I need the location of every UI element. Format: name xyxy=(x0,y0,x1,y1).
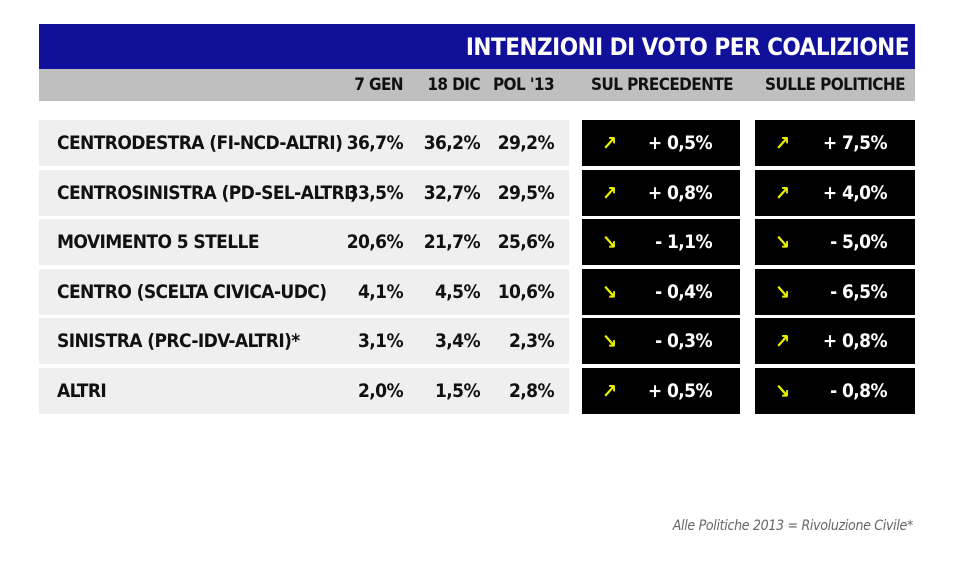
change-value: + 0,8% xyxy=(647,182,713,204)
change-value: - 6,5% xyxy=(830,281,887,303)
column-header-prev: SUL PRECEDENTE xyxy=(590,75,734,95)
change-value: + 7,5% xyxy=(822,132,888,154)
value-jan: 20,6% xyxy=(346,231,404,253)
column-header-jan: 7 GEN xyxy=(354,75,403,95)
value-jan: 36,7% xyxy=(346,132,404,154)
change-value: + 0,8% xyxy=(822,330,888,352)
table-row: MOVIMENTO 5 STELLE 20,6% 21,7% 25,6% xyxy=(39,219,569,265)
value-pol: 29,2% xyxy=(497,132,555,154)
table-row: ALTRI 2,0% 1,5% 2,8% xyxy=(39,368,569,414)
arrow-up-icon: ↗ xyxy=(775,131,791,155)
change-prev-cell: ↘ - 0,3% xyxy=(582,318,740,364)
footnote: Alle Politiche 2013 = Rivoluzione Civile… xyxy=(672,518,914,534)
change-value: - 1,1% xyxy=(655,231,712,253)
value-pol: 2,3% xyxy=(508,330,555,352)
change-value: - 0,8% xyxy=(830,380,887,402)
change-prev-cell: ↗ + 0,8% xyxy=(582,170,740,216)
value-pol: 10,6% xyxy=(497,281,555,303)
change-pol-cell: ↘ - 5,0% xyxy=(755,219,915,265)
arrow-down-icon: ↘ xyxy=(775,280,791,304)
arrow-up-icon: ↗ xyxy=(775,181,791,205)
value-pol: 2,8% xyxy=(508,380,555,402)
value-dec: 1,5% xyxy=(434,380,481,402)
change-value: + 0,5% xyxy=(647,380,713,402)
value-jan: 33,5% xyxy=(346,182,404,204)
change-value: - 0,4% xyxy=(655,281,712,303)
change-value: + 0,5% xyxy=(647,132,713,154)
value-pol: 25,6% xyxy=(497,231,555,253)
party-name: ALTRI xyxy=(57,380,107,402)
arrow-up-icon: ↗ xyxy=(602,181,618,205)
column-header-pol: POL '13 xyxy=(492,75,555,95)
column-header-pol-change: SULLE POLITICHE xyxy=(765,75,906,95)
arrow-up-icon: ↗ xyxy=(602,379,618,403)
column-header-bar: 7 GEN 18 DIC POL '13 SUL PRECEDENTE SULL… xyxy=(39,69,915,101)
arrow-down-icon: ↘ xyxy=(775,230,791,254)
change-value: - 0,3% xyxy=(655,330,712,352)
column-header-dec: 18 DIC xyxy=(427,75,480,95)
value-dec: 32,7% xyxy=(423,182,481,204)
table-row: CENTRO (SCELTA CIVICA-UDC) 4,1% 4,5% 10,6% xyxy=(39,269,569,315)
change-prev-cell: ↘ - 0,4% xyxy=(582,269,740,315)
change-prev-cell: ↗ + 0,5% xyxy=(582,120,740,166)
arrow-down-icon: ↘ xyxy=(775,379,791,403)
change-value: - 5,0% xyxy=(830,231,887,253)
arrow-down-icon: ↘ xyxy=(602,230,618,254)
party-name: CENTRO (SCELTA CIVICA-UDC) xyxy=(57,281,327,303)
value-jan: 3,1% xyxy=(357,330,404,352)
value-dec: 3,4% xyxy=(434,330,481,352)
arrow-down-icon: ↘ xyxy=(602,329,618,353)
value-dec: 21,7% xyxy=(423,231,481,253)
value-dec: 36,2% xyxy=(423,132,481,154)
value-pol: 29,5% xyxy=(497,182,555,204)
change-prev-cell: ↗ + 0,5% xyxy=(582,368,740,414)
change-pol-cell: ↘ - 0,8% xyxy=(755,368,915,414)
party-name: CENTROSINISTRA (PD-SEL-ALTRI) xyxy=(57,182,358,204)
party-name: SINISTRA (PRC-IDV-ALTRI)* xyxy=(57,330,300,352)
change-value: + 4,0% xyxy=(822,182,888,204)
change-prev-cell: ↘ - 1,1% xyxy=(582,219,740,265)
change-pol-cell: ↗ + 4,0% xyxy=(755,170,915,216)
change-pol-cell: ↗ + 7,5% xyxy=(755,120,915,166)
chart-title: INTENZIONI DI VOTO PER COALIZIONE xyxy=(39,24,915,69)
arrow-up-icon: ↗ xyxy=(775,329,791,353)
change-pol-cell: ↗ + 0,8% xyxy=(755,318,915,364)
table-row: SINISTRA (PRC-IDV-ALTRI)* 3,1% 3,4% 2,3% xyxy=(39,318,569,364)
party-name: MOVIMENTO 5 STELLE xyxy=(57,231,260,253)
change-pol-cell: ↘ - 6,5% xyxy=(755,269,915,315)
arrow-up-icon: ↗ xyxy=(602,131,618,155)
value-jan: 4,1% xyxy=(357,281,404,303)
table-row: CENTROSINISTRA (PD-SEL-ALTRI) 33,5% 32,7% 2… xyxy=(39,170,569,216)
party-name: CENTRODESTRA (FI-NCD-ALTRI) xyxy=(57,132,343,154)
arrow-down-icon: ↘ xyxy=(602,280,618,304)
value-dec: 4,5% xyxy=(434,281,481,303)
table-row: CENTRODESTRA (FI-NCD-ALTRI) 36,7% 36,2% 29,… xyxy=(39,120,569,166)
value-jan: 2,0% xyxy=(357,380,404,402)
